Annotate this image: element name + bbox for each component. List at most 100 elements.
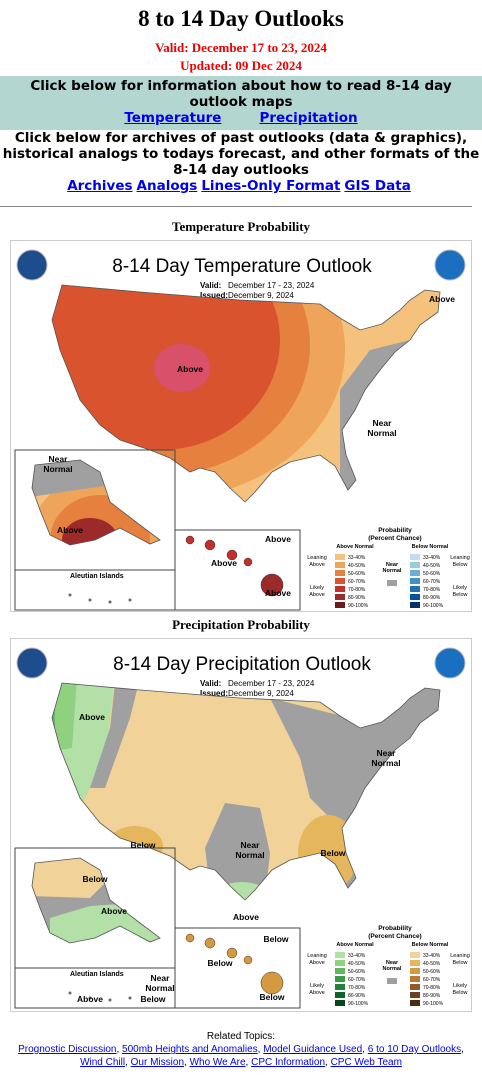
- legend-word: Above: [309, 592, 325, 598]
- legend-word: Above: [309, 562, 325, 568]
- doc-emblem: [16, 249, 48, 281]
- legend-bin: 33-40%: [423, 953, 441, 959]
- map-heading: Precipitation Probability: [172, 617, 310, 632]
- link[interactable]: GIS Data: [344, 178, 411, 194]
- link[interactable]: Who We Are: [189, 1057, 246, 1068]
- island: [260, 971, 284, 995]
- region-label: Above: [265, 588, 291, 598]
- legend-word: Likely: [453, 983, 467, 989]
- legend-bin: 40-50%: [348, 563, 366, 569]
- link[interactable]: Lines-Only Format: [201, 178, 341, 194]
- legend-bin: 70-80%: [423, 587, 441, 593]
- legend-head: Below Normal: [412, 942, 449, 948]
- legend-swatch: [335, 992, 345, 998]
- hawaii-inset: [174, 927, 301, 1009]
- region-label: Normal: [145, 983, 174, 993]
- alaska-outline: [31, 459, 161, 546]
- legend-word: Below: [453, 960, 468, 966]
- legend-bin: 90-100%: [423, 1001, 444, 1007]
- legend-head: Normal: [383, 966, 402, 972]
- noaa-emblem: [434, 249, 466, 281]
- region: [62, 518, 118, 545]
- link[interactable]: Model Guidance Used: [263, 1044, 363, 1055]
- island: [204, 937, 216, 949]
- link[interactable]: Archives: [67, 178, 133, 194]
- island: [243, 557, 253, 567]
- region: [52, 285, 280, 450]
- link[interactable]: Temperature: [124, 110, 222, 126]
- link[interactable]: Prognostic Discussion: [18, 1044, 117, 1055]
- legend-bin: 50-60%: [423, 571, 441, 577]
- region-label: Below: [140, 994, 165, 1004]
- separator: ,: [325, 1057, 331, 1068]
- us-outline: [51, 682, 441, 901]
- legend-word: Below: [453, 990, 468, 996]
- legend-bin: 70-80%: [348, 587, 366, 593]
- legend-swatch: [335, 570, 345, 576]
- region-label: Below: [82, 874, 107, 884]
- link[interactable]: CPC Web Team: [330, 1057, 402, 1068]
- legend-word: Likely: [310, 983, 324, 989]
- region: [32, 460, 110, 500]
- link[interactable]: Precipitation: [259, 110, 358, 126]
- region-label: Normal: [235, 850, 264, 860]
- map-title: 8-14 Day Precipitation Outlook: [113, 654, 371, 675]
- link[interactable]: CPC Information: [251, 1057, 326, 1068]
- legend-bin: 40-50%: [423, 563, 441, 569]
- legend-swatch: [410, 562, 420, 568]
- region-label: Above: [57, 525, 83, 535]
- legend-swatch: [335, 554, 345, 560]
- island: [88, 598, 92, 602]
- region-label: Above: [77, 994, 103, 1004]
- legend-swatch: [410, 554, 420, 560]
- legend-swatch: [335, 578, 345, 584]
- legend-bin: 33-40%: [348, 555, 366, 561]
- archives-text: Click below for archives of past outlook…: [2, 130, 480, 178]
- link[interactable]: Analogs: [136, 178, 198, 194]
- island: [128, 598, 132, 602]
- region-label: Below: [130, 840, 155, 850]
- link[interactable]: 500mb Heights and Anomalies: [122, 1044, 258, 1055]
- link[interactable]: Wind Chill: [80, 1057, 126, 1068]
- island: [108, 998, 112, 1002]
- link[interactable]: 6 to 10 Day Outlooks: [367, 1044, 462, 1055]
- island: [204, 539, 216, 551]
- legend-word: Above: [309, 960, 325, 966]
- separator: ,: [257, 1044, 264, 1055]
- legend-word: Below: [453, 562, 468, 568]
- region-label: Normal: [371, 758, 400, 768]
- island: [128, 996, 132, 1000]
- region-label: Near: [377, 748, 397, 758]
- updated-date: Updated: 09 Dec 2024: [180, 58, 302, 73]
- map-heading: Temperature Probability: [171, 219, 311, 234]
- region-label: Below: [259, 992, 284, 1002]
- legend-swatch: [410, 968, 420, 974]
- legend-bin: 60-70%: [423, 579, 441, 585]
- issued-label: Issued:: [200, 291, 228, 300]
- legend-word: Leaning: [307, 555, 327, 561]
- related-heading: Related Topics:: [206, 1031, 276, 1042]
- legend-word: Below: [453, 592, 468, 598]
- region-label: Above: [265, 534, 291, 544]
- legend-bin: 60-70%: [348, 977, 366, 983]
- separator: ,: [461, 1044, 464, 1055]
- legend-swatch: [335, 1000, 345, 1006]
- region: [90, 683, 150, 788]
- legend-bin: 80-90%: [423, 993, 441, 999]
- link[interactable]: Our Mission: [130, 1057, 185, 1068]
- legend-title: Probability: [378, 527, 412, 534]
- region-label: Above: [211, 558, 237, 568]
- doc-emblem: [16, 647, 48, 679]
- legend-bin: 80-90%: [348, 993, 366, 999]
- legend-bin: 80-90%: [348, 595, 366, 601]
- map: 8-14 Day Temperature Outlook Valid: Decemb…: [10, 240, 472, 612]
- legend-swatch: [335, 968, 345, 974]
- legend-swatch: [335, 952, 345, 958]
- legend-swatch: [410, 602, 420, 608]
- valid-value: December 17 - 23, 2024: [228, 679, 315, 688]
- separator: ,: [116, 1044, 123, 1055]
- legend-word: Leaning: [307, 953, 327, 959]
- island: [88, 996, 92, 1000]
- legend-head: Normal: [383, 568, 402, 574]
